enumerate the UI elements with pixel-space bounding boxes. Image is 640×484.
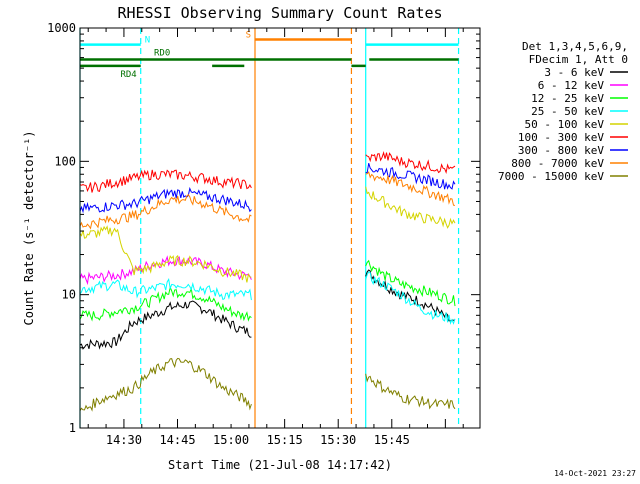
series-line [365, 171, 456, 206]
x-tick-label: 15:15 [267, 433, 303, 447]
legend-entry-label: 800 - 7000 keV [511, 157, 604, 170]
series-line [79, 357, 252, 412]
legend-entry-label: 100 - 300 keV [518, 131, 604, 144]
series-line [365, 151, 456, 174]
series-line [79, 300, 252, 350]
series-line [365, 259, 456, 307]
legend-entry-label: 3 - 6 keV [544, 66, 604, 79]
state-bar-label: RD0 [154, 49, 170, 59]
series-line [79, 186, 252, 214]
series-line [79, 169, 252, 193]
series-line [365, 269, 456, 322]
legend-entry-label: 25 - 50 keV [531, 105, 604, 118]
plot-frame [79, 27, 481, 429]
state-bar-label: N [145, 36, 150, 46]
y-tick-label: 1000 [47, 21, 76, 35]
x-tick-label: 14:30 [106, 433, 142, 447]
x-tick-label: 15:00 [213, 433, 249, 447]
y-tick-label: 10 [62, 288, 76, 302]
legend-entry-label: 50 - 100 keV [525, 118, 605, 131]
legend-header: Det 1,3,4,5,6,9, [522, 40, 628, 53]
series-line [365, 163, 456, 190]
footer-timestamp: 14-Oct-2021 23:27 [554, 469, 636, 478]
y-tick-label: 1 [69, 421, 76, 435]
series-line [365, 271, 456, 325]
state-bar-label: RD4 [120, 70, 136, 80]
series-line [365, 373, 456, 410]
x-tick-label: 14:45 [159, 433, 195, 447]
series-line [365, 186, 456, 229]
legend-entry-label: 12 - 25 keV [531, 92, 604, 105]
chart-title: RHESSI Observing Summary Count Rates [117, 4, 442, 22]
x-axis-label: Start Time (21-Jul-08 14:17:42) [168, 458, 392, 472]
series-line [79, 193, 252, 230]
x-tick-label: 15:30 [320, 433, 356, 447]
legend-header: FDecim 1, Att 0 [529, 53, 628, 66]
legend-entry-label: 6 - 12 keV [538, 79, 605, 92]
legend-entry-label: 300 - 800 keV [518, 144, 604, 157]
series-line [79, 225, 252, 283]
y-axis-label: Count Rate (s⁻¹ detector⁻¹) [22, 130, 36, 325]
series-line [79, 285, 252, 322]
x-tick-label: 15:45 [374, 433, 410, 447]
series-line [79, 278, 252, 301]
y-tick-label: 100 [54, 154, 76, 168]
legend-entry-label: 7000 - 15000 keV [498, 170, 604, 183]
state-bar-label: S [246, 30, 251, 40]
series-line [79, 255, 252, 286]
